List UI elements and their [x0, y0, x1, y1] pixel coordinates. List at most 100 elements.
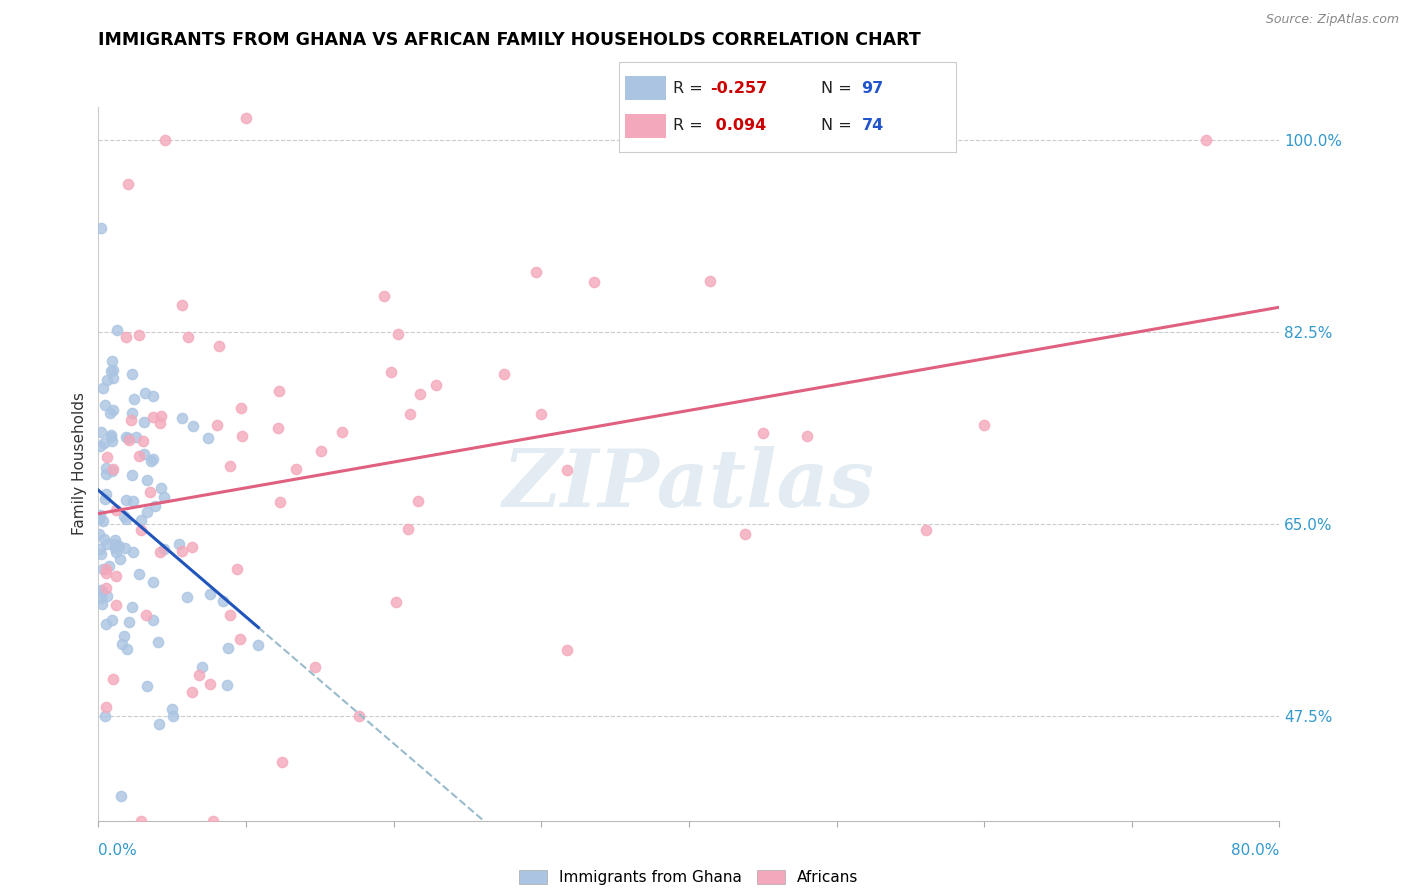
Point: [93, 491, 115, 506]
Point: [90, 591, 112, 605]
Point: [406, 493, 429, 508]
Point: [91, 381, 114, 395]
Point: [149, 545, 172, 559]
Point: [269, 495, 291, 509]
Point: [176, 590, 198, 604]
Point: [149, 416, 172, 430]
Point: [135, 473, 157, 487]
Point: [136, 680, 159, 694]
Point: [142, 389, 165, 403]
Point: [101, 434, 124, 449]
Point: [150, 409, 173, 424]
Point: [105, 503, 128, 517]
Point: [142, 452, 165, 467]
Point: [117, 431, 139, 445]
Point: [172, 298, 194, 312]
Point: [330, 425, 353, 439]
Point: [304, 660, 326, 674]
Point: [492, 368, 515, 382]
Point: [914, 523, 936, 537]
Point: [111, 637, 134, 651]
Point: [90, 221, 112, 235]
Point: [225, 562, 247, 576]
Point: [128, 449, 150, 463]
Text: -0.257: -0.257: [710, 80, 768, 95]
Point: [187, 668, 209, 682]
Point: [231, 429, 253, 443]
Point: [91, 562, 114, 576]
Point: [162, 708, 184, 723]
Point: [973, 418, 995, 433]
Point: [89, 527, 111, 541]
Point: [170, 410, 193, 425]
Point: [101, 371, 124, 385]
Point: [198, 587, 221, 601]
Point: [396, 523, 419, 537]
Point: [93, 436, 115, 450]
Point: [101, 464, 124, 478]
Point: [143, 499, 166, 513]
Point: [409, 387, 432, 401]
Point: [89, 511, 111, 525]
Point: [98, 405, 121, 419]
Point: [217, 678, 239, 692]
Point: [114, 429, 136, 443]
Point: [211, 594, 233, 608]
Point: [191, 659, 214, 673]
Point: [90, 582, 112, 597]
Point: [247, 639, 270, 653]
Point: [583, 275, 606, 289]
Point: [134, 386, 156, 401]
Text: N =: N =: [821, 119, 858, 134]
Point: [93, 398, 115, 412]
Text: 0.094: 0.094: [710, 119, 766, 134]
Point: [149, 481, 172, 495]
Point: [104, 536, 127, 550]
Point: [90, 547, 112, 561]
Point: [104, 541, 127, 555]
Point: [148, 716, 170, 731]
Point: [118, 434, 141, 448]
Point: [94, 616, 117, 631]
Text: N =: N =: [821, 80, 858, 95]
Point: [94, 461, 117, 475]
Point: [152, 541, 174, 556]
Point: [108, 552, 131, 566]
Point: [699, 274, 721, 288]
Point: [734, 527, 756, 541]
Point: [347, 708, 370, 723]
Text: 0.0%: 0.0%: [98, 843, 138, 858]
Point: [129, 814, 152, 828]
Point: [115, 492, 138, 507]
Point: [112, 629, 135, 643]
Point: [228, 632, 250, 646]
Point: [269, 384, 291, 399]
Point: [100, 364, 122, 378]
Point: [132, 434, 155, 448]
Point: [219, 607, 242, 622]
Point: [132, 416, 155, 430]
Point: [98, 558, 121, 573]
Point: [94, 582, 117, 596]
Point: [129, 523, 152, 537]
Point: [104, 533, 127, 548]
Point: [796, 429, 818, 443]
Point: [94, 700, 117, 714]
Y-axis label: Family Households: Family Households: [72, 392, 87, 535]
Point: [172, 543, 194, 558]
Point: [96, 373, 118, 387]
Point: [219, 459, 242, 474]
Point: [104, 598, 127, 612]
Text: IMMIGRANTS FROM GHANA VS AFRICAN FAMILY HOUSEHOLDS CORRELATION CHART: IMMIGRANTS FROM GHANA VS AFRICAN FAMILY …: [98, 31, 921, 49]
Text: R =: R =: [672, 80, 707, 95]
Point: [105, 569, 128, 583]
Point: [197, 431, 219, 445]
Point: [121, 406, 143, 420]
Point: [122, 494, 145, 508]
Point: [101, 672, 124, 686]
Point: [176, 330, 198, 344]
Text: R =: R =: [672, 119, 707, 134]
Point: [101, 354, 124, 368]
Text: 97: 97: [862, 80, 884, 95]
Point: [141, 454, 163, 468]
